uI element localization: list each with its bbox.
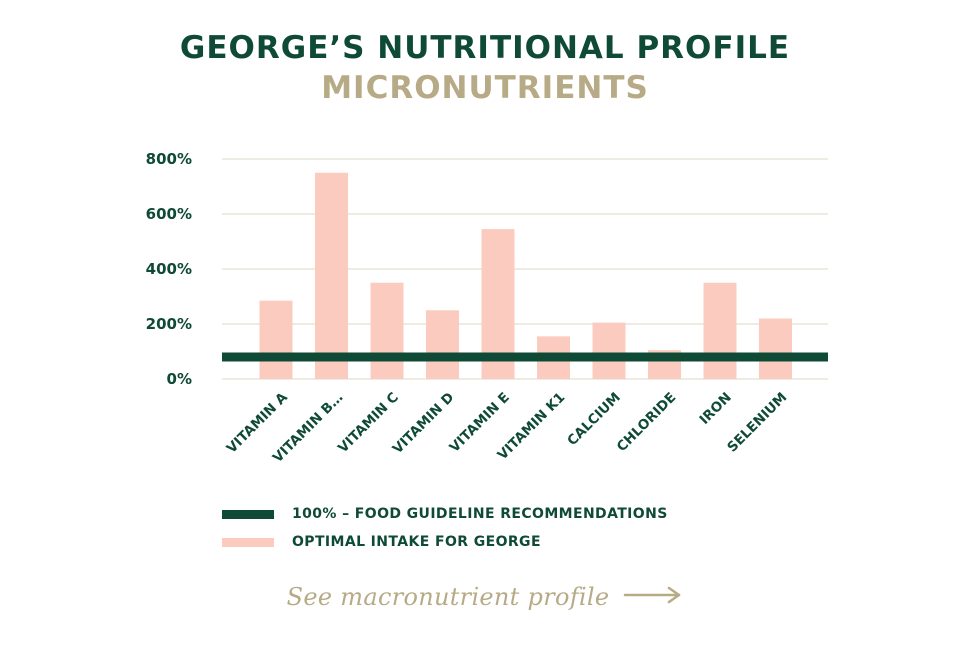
legend-swatch-optimal [222, 537, 274, 547]
x-tick-label: IRON [697, 390, 735, 428]
bar [592, 322, 626, 379]
bar [259, 300, 293, 379]
bar [370, 282, 404, 379]
chart-title: GEORGE’S NUTRITIONAL PROFILE [179, 30, 791, 66]
y-tick-label: 400% [146, 260, 192, 278]
legend-item-optimal: OPTIMAL INTAKE FOR GEORGE [222, 532, 541, 552]
chart-subtitle: MICRONUTRIENTS [321, 70, 649, 106]
y-tick-label: 800% [146, 150, 192, 168]
y-tick-label: 200% [146, 315, 192, 333]
cta-label: See macronutrient profile [286, 583, 610, 611]
legend-item-reference: 100% – FOOD GUIDELINE RECOMMENDATIONS [222, 504, 668, 524]
arrow-right-icon [623, 585, 683, 609]
bar [426, 310, 459, 379]
bar [703, 282, 737, 379]
legend-swatch-reference [222, 509, 274, 519]
legend-label-reference: 100% – FOOD GUIDELINE RECOMMENDATIONS [292, 506, 668, 522]
x-tick-label: CALCIUM [564, 390, 624, 450]
x-tick-label: SELENIUM [724, 390, 790, 456]
y-tick-label: 600% [146, 205, 192, 223]
see-macronutrient-profile-link[interactable]: See macronutrient profile [0, 583, 970, 611]
legend-label-optimal: OPTIMAL INTAKE FOR GEORGE [292, 534, 541, 550]
x-tick-label: CHLORIDE [614, 390, 680, 456]
bar [759, 318, 792, 379]
bar [315, 172, 348, 379]
y-tick-label: 0% [167, 370, 192, 388]
